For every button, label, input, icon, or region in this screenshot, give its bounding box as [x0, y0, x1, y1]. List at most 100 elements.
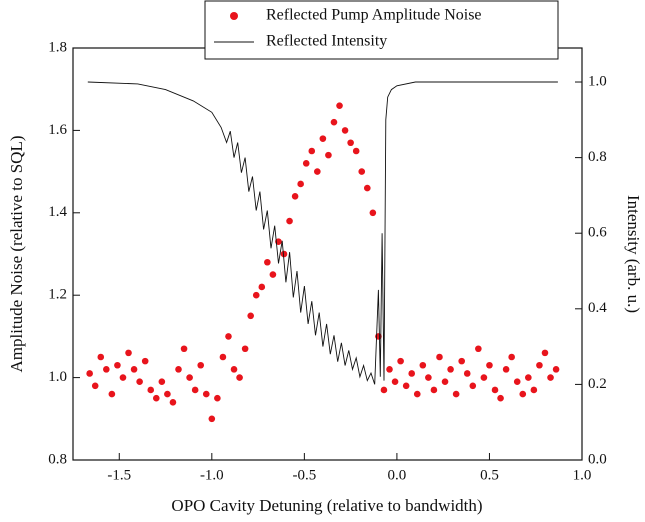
x-tick-label: -1.0 — [200, 467, 224, 483]
noise-point — [341, 127, 349, 134]
noise-point — [86, 370, 93, 377]
noise-point — [214, 394, 221, 402]
x-tick-label: -0.5 — [292, 467, 316, 483]
noise-point — [236, 374, 243, 381]
noise-point — [347, 139, 354, 147]
noise-point — [436, 353, 443, 361]
noise-point — [158, 378, 166, 386]
noise-point — [97, 353, 105, 361]
noise-point — [458, 357, 465, 365]
y2-tick-label: 0.4 — [588, 300, 607, 316]
noise-point — [241, 345, 249, 353]
noise-point — [152, 394, 160, 402]
noise-point — [419, 361, 427, 369]
y2-tick-label: 0.6 — [588, 225, 607, 241]
y2-tick-label: 0.8 — [588, 149, 607, 165]
noise-point — [447, 366, 454, 373]
noise-point — [441, 378, 449, 386]
noise-point — [391, 378, 399, 386]
plot-frame — [72, 47, 583, 461]
noise-point — [91, 382, 99, 390]
intensity-line — [87, 81, 558, 385]
noise-point — [475, 345, 482, 353]
noise-point — [147, 386, 155, 394]
y2-axis-label: Intensity (arb. u.) — [624, 195, 643, 313]
noise-point — [425, 374, 432, 381]
x-tick-label: 1.0 — [573, 467, 592, 483]
noise-point — [230, 366, 238, 373]
noise-point — [280, 250, 288, 258]
noise-point — [497, 394, 504, 402]
noise-point — [114, 361, 121, 369]
noise-point — [513, 378, 521, 386]
y-tick-label: 0.8 — [48, 451, 67, 467]
noise-point — [175, 366, 182, 373]
noise-point — [369, 209, 377, 217]
noise-point — [336, 102, 343, 109]
noise-point — [186, 374, 193, 381]
noise-point — [225, 333, 232, 340]
noise-point — [108, 390, 116, 398]
noise-point — [286, 217, 293, 225]
noise-point — [125, 349, 132, 357]
x-tick-label: -1.5 — [107, 467, 131, 483]
noise-point — [397, 357, 404, 365]
noise-point — [452, 390, 460, 398]
y-tick-label: 1.6 — [48, 122, 67, 138]
noise-point — [308, 147, 316, 155]
x-axis-label: OPO Cavity Detuning (relative to bandwid… — [171, 496, 482, 515]
noise-point — [191, 386, 199, 394]
noise-point — [330, 118, 338, 126]
noise-point — [463, 370, 471, 377]
noise-point — [530, 386, 538, 394]
noise-point — [541, 349, 549, 357]
noise-point — [264, 258, 271, 266]
noise-point — [480, 374, 488, 381]
legend-label: Reflected Intensity — [266, 33, 387, 50]
noise-point — [408, 370, 416, 377]
noise-point — [103, 366, 110, 373]
x-tick-label: 0.0 — [388, 467, 407, 483]
y-tick-label: 1.0 — [48, 369, 67, 385]
noise-point — [536, 361, 543, 369]
noise-point — [130, 366, 138, 373]
y-tick-label: 1.2 — [48, 287, 67, 303]
noise-point — [197, 361, 205, 369]
noise-point — [314, 168, 321, 175]
noise-point — [491, 386, 499, 394]
y2-tick-label: 0.0 — [588, 451, 607, 467]
noise-point — [119, 374, 127, 381]
noise-point — [386, 366, 393, 373]
noise-point — [502, 366, 510, 373]
noise-point — [136, 378, 143, 386]
noise-point — [141, 357, 149, 365]
y2-tick-label: 0.2 — [588, 376, 607, 392]
noise-point — [291, 193, 299, 200]
noise-point — [297, 180, 304, 188]
noise-point — [363, 184, 371, 192]
noise-point — [508, 353, 515, 361]
noise-point — [486, 361, 493, 369]
noise-point — [208, 415, 216, 423]
noise-point — [547, 374, 554, 381]
noise-point — [247, 312, 254, 320]
legend — [204, 0, 559, 60]
legend-label: Reflected Pump Amplitude Noise — [266, 7, 482, 24]
noise-point — [352, 147, 360, 155]
noise-point — [319, 135, 327, 142]
noise-point — [252, 291, 260, 299]
noise-point — [164, 390, 171, 398]
noise-point — [525, 374, 532, 381]
y2-tick-label: 1.0 — [588, 73, 607, 89]
noise-point — [219, 353, 227, 361]
noise-point — [519, 390, 527, 398]
noise-point — [180, 345, 188, 353]
noise-point — [269, 271, 277, 278]
noise-point — [430, 386, 438, 394]
y-axis-label: Amplitude Noise (relative to SQL) — [7, 135, 26, 372]
x-tick-label: 0.5 — [480, 467, 499, 483]
noise-point — [325, 151, 332, 159]
noise-point — [402, 382, 410, 390]
